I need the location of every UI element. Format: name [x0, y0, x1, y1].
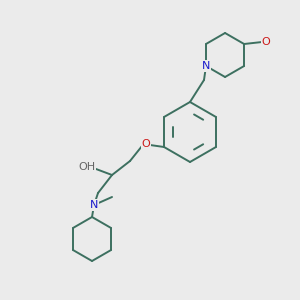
Text: N: N [90, 200, 98, 210]
Text: O: O [142, 139, 150, 149]
Text: N: N [202, 61, 210, 71]
Text: OH: OH [79, 162, 96, 172]
Text: O: O [262, 37, 271, 47]
